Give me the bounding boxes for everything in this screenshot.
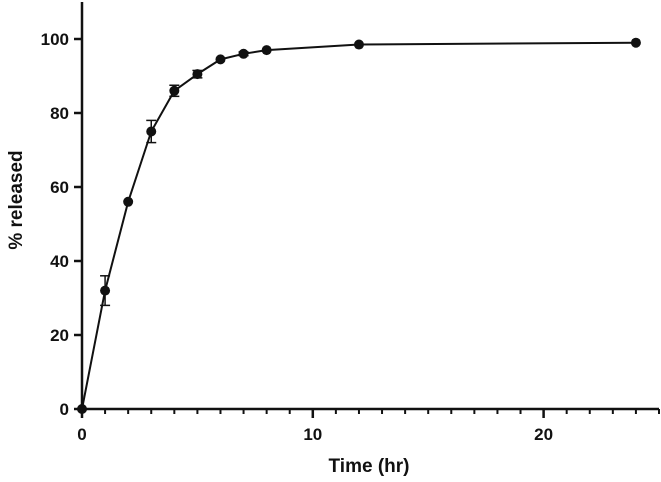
data-point [238,48,249,59]
data-points [77,37,641,414]
x-axis-title: Time (hr) [329,456,410,477]
y-tick-label: 100 [41,30,69,49]
y-tick-label: 20 [50,326,69,345]
axes [80,2,659,411]
data-point [169,85,180,96]
data-point [630,37,641,48]
axis-ticks: 0 20 40 60 80 100 0 10 20 [41,30,660,444]
y-tick-label: 0 [60,400,69,419]
data-point [146,126,157,137]
x-tick-label: 20 [534,425,553,444]
y-tick-label: 40 [50,252,69,271]
series-line [81,41,636,410]
data-point [77,404,87,414]
data-point [353,39,364,50]
data-point [192,69,203,80]
data-point [261,45,272,56]
y-axis-title: % released [6,150,27,249]
x-tick-label: 10 [303,425,322,444]
data-point [123,196,134,207]
y-tick-label: 60 [50,178,69,197]
data-line [81,41,636,410]
x-tick-label: 0 [77,425,86,444]
data-point [100,285,111,296]
y-tick-label: 80 [50,104,69,123]
data-point [215,54,226,65]
